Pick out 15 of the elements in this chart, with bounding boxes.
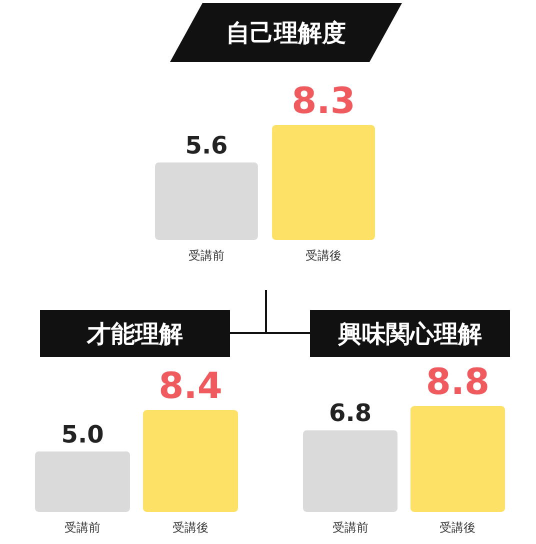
- data-label: 6.8: [329, 399, 372, 428]
- x-tick-label: 受講後: [440, 520, 476, 534]
- x-tick-label: 受講後: [306, 248, 342, 262]
- chart-title: 才能理解: [40, 310, 230, 357]
- data-label: 5.0: [61, 420, 104, 448]
- data-label: 8.8: [426, 362, 490, 403]
- x-tick-label: 受講前: [64, 520, 101, 534]
- x-tick-label: 受講前: [188, 248, 224, 262]
- data-label: 8.4: [158, 366, 222, 407]
- x-tick-label: 受講前: [332, 520, 368, 534]
- data-label: 5.6: [185, 131, 228, 160]
- data-label: 8.3: [292, 81, 356, 122]
- chart-title: 自己理解度: [170, 3, 402, 62]
- x-tick-label: 受講後: [172, 520, 208, 534]
- chart-title: 興味関心理解: [310, 310, 510, 357]
